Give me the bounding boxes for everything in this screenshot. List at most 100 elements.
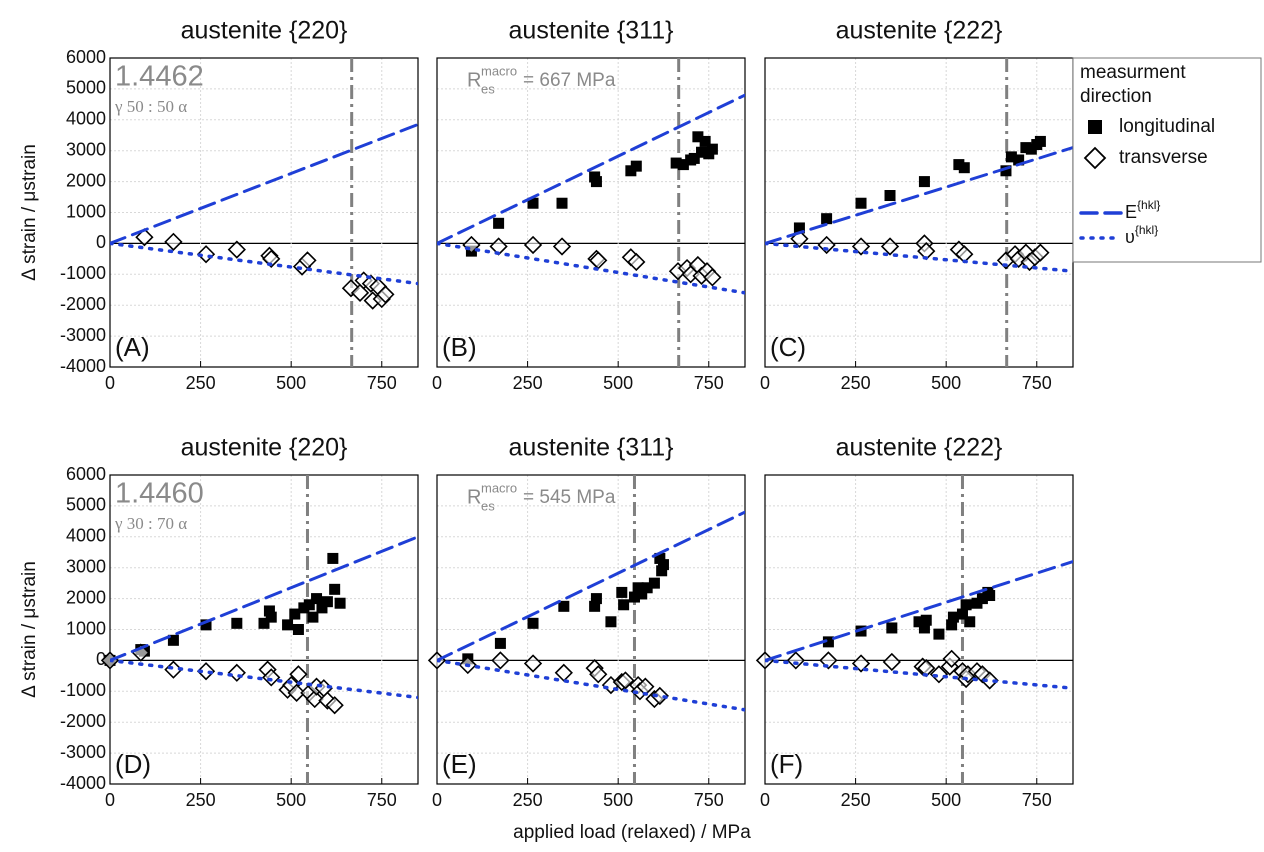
panel-title: austenite {220} bbox=[181, 17, 348, 45]
y-tick-label: 2000 bbox=[66, 170, 106, 190]
panel-title: austenite {311} bbox=[509, 434, 674, 462]
legend-label: longitudinal bbox=[1119, 116, 1215, 137]
fit-line bbox=[765, 146, 1073, 245]
y-tick-label: -1000 bbox=[60, 263, 106, 283]
y-tick-label: 5000 bbox=[66, 495, 106, 515]
y-tick-label: 5000 bbox=[66, 78, 106, 98]
marker bbox=[494, 637, 506, 649]
marker bbox=[1005, 151, 1017, 163]
marker bbox=[325, 696, 344, 715]
marker bbox=[307, 611, 319, 623]
marker bbox=[262, 668, 281, 687]
marker bbox=[196, 245, 216, 264]
plot-frame bbox=[436, 474, 746, 785]
marker bbox=[200, 619, 212, 631]
legend-box bbox=[1072, 57, 1262, 263]
marker bbox=[942, 649, 961, 668]
x-tick-label: 0 bbox=[105, 790, 115, 810]
marker bbox=[263, 605, 275, 617]
annotation: macro bbox=[481, 480, 517, 495]
x-tick-label: 0 bbox=[760, 790, 770, 810]
marker bbox=[855, 197, 867, 209]
marker bbox=[334, 597, 346, 609]
y-tick-label: -3000 bbox=[60, 742, 106, 762]
y-tick-label: 0 bbox=[96, 232, 106, 252]
marker bbox=[821, 213, 833, 225]
x-tick-label: 500 bbox=[931, 373, 961, 393]
x-tick-label: 750 bbox=[367, 790, 397, 810]
x-tick-label: 500 bbox=[276, 373, 306, 393]
marker bbox=[1034, 135, 1046, 147]
marker bbox=[956, 608, 968, 620]
marker bbox=[696, 146, 708, 158]
marker bbox=[558, 600, 570, 612]
marker bbox=[552, 237, 572, 256]
marker bbox=[196, 662, 216, 681]
panel-title: austenite {222} bbox=[836, 434, 1003, 462]
marker bbox=[632, 582, 644, 594]
plot-frame bbox=[764, 474, 1074, 785]
y-tick-label: -4000 bbox=[60, 773, 106, 793]
y-axis-label: Δ strain / μstrain bbox=[19, 144, 40, 281]
fit-line bbox=[110, 241, 418, 286]
legend-swatch bbox=[1088, 120, 1102, 134]
marker bbox=[947, 611, 959, 623]
legend-swatch bbox=[1083, 146, 1107, 170]
x-tick-label: 750 bbox=[1022, 373, 1052, 393]
marker bbox=[882, 652, 901, 672]
phase-ratio: γ 30 : 70 α bbox=[114, 514, 187, 533]
marker bbox=[556, 197, 568, 209]
marker bbox=[933, 628, 945, 640]
marker bbox=[616, 586, 628, 598]
marker bbox=[677, 159, 689, 171]
y-tick-label: 4000 bbox=[66, 526, 106, 546]
marker bbox=[880, 237, 900, 256]
annotation: macro bbox=[481, 63, 517, 78]
x-tick-label: 250 bbox=[186, 790, 216, 810]
marker bbox=[327, 552, 339, 564]
fit-line bbox=[437, 93, 745, 245]
marker bbox=[913, 616, 925, 628]
fit-line bbox=[110, 535, 418, 662]
marker bbox=[958, 162, 970, 174]
marker bbox=[656, 565, 668, 577]
x-tick-label: 0 bbox=[432, 790, 442, 810]
annotation: es bbox=[481, 498, 495, 513]
marker bbox=[493, 217, 505, 229]
marker bbox=[641, 582, 653, 594]
x-tick-label: 250 bbox=[841, 790, 871, 810]
marker bbox=[589, 665, 608, 684]
panel-title: austenite {220} bbox=[181, 434, 348, 462]
fit-line bbox=[110, 122, 418, 245]
marker bbox=[1013, 154, 1025, 166]
marker bbox=[886, 622, 898, 634]
marker bbox=[303, 599, 315, 611]
marker bbox=[984, 590, 996, 602]
marker bbox=[491, 651, 510, 670]
phase-ratio: γ 50 : 50 α bbox=[114, 97, 187, 116]
marker bbox=[329, 583, 341, 595]
panel-title: austenite {222} bbox=[836, 17, 1003, 45]
plot-frame bbox=[109, 474, 419, 785]
fit-line bbox=[437, 658, 745, 712]
x-tick-label: 500 bbox=[603, 790, 633, 810]
annotation: = 545 MPa bbox=[523, 487, 616, 508]
panel-label: (F) bbox=[770, 749, 803, 779]
panel-label: (B) bbox=[442, 332, 477, 362]
marker bbox=[292, 624, 304, 635]
marker bbox=[1031, 243, 1050, 262]
legend-label: transverse bbox=[1119, 147, 1208, 168]
marker bbox=[630, 160, 642, 172]
marker bbox=[650, 686, 669, 706]
marker bbox=[918, 176, 930, 188]
marker bbox=[616, 671, 635, 690]
y-tick-label: 1000 bbox=[66, 201, 106, 221]
marker bbox=[527, 617, 539, 629]
y-tick-label: 6000 bbox=[66, 464, 106, 484]
marker bbox=[964, 616, 976, 628]
fit-line bbox=[437, 510, 745, 662]
x-tick-label: 500 bbox=[603, 373, 633, 393]
y-tick-label: -1000 bbox=[60, 680, 106, 700]
